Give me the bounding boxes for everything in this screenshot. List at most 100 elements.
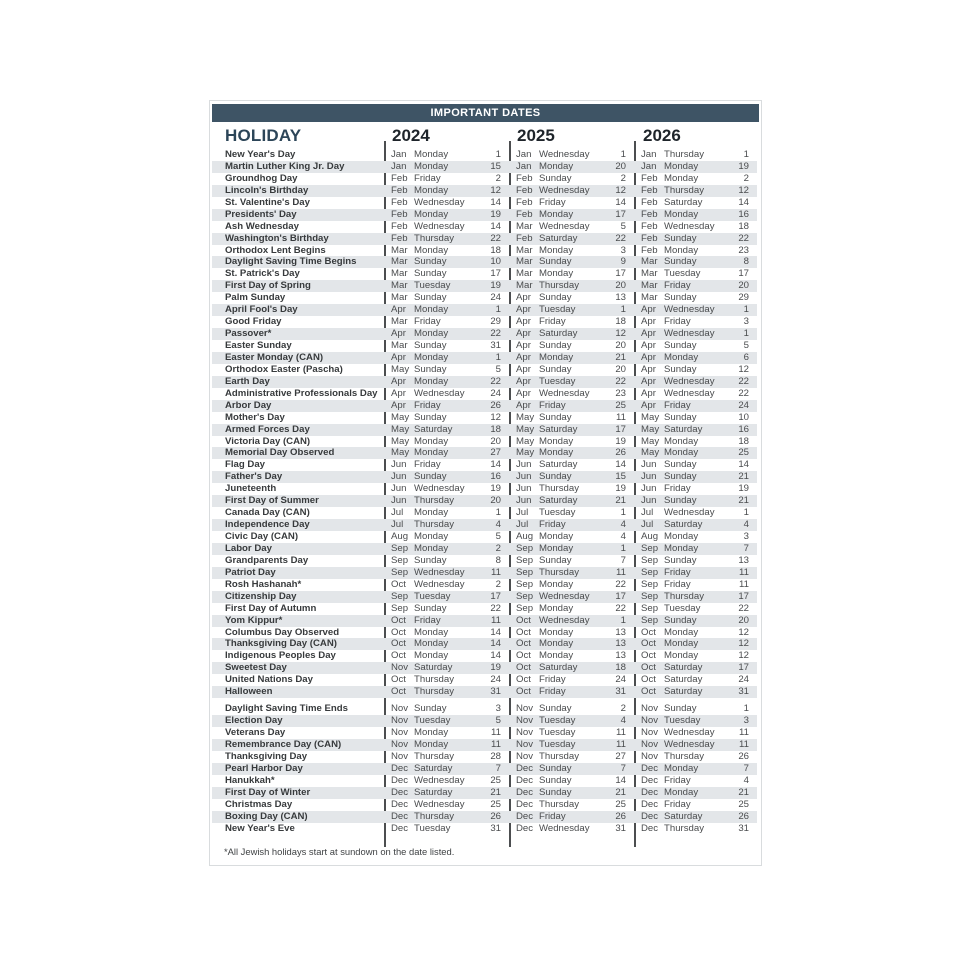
weekday-cell: Monday [414, 507, 449, 519]
month-cell: Apr [641, 328, 656, 340]
table-row: Good Friday Mar Friday 29 Apr Friday 18 Apr Frid… [212, 316, 757, 328]
weekday-cell: Monday [664, 650, 699, 662]
day-cell: 12 [738, 184, 749, 196]
month-cell: Oct [641, 638, 656, 650]
year-cell-2026: Jul Wednesday 1 [634, 507, 757, 519]
year-cell-2024: Oct Monday 14 [384, 650, 509, 662]
day-cell: 19 [615, 483, 626, 495]
day-cell: 21 [738, 786, 749, 798]
day-cell: 29 [490, 316, 501, 328]
day-cell: 2 [495, 578, 501, 590]
month-cell: Sep [641, 542, 659, 554]
day-cell: 20 [615, 363, 626, 375]
weekday-cell: Sunday [414, 363, 447, 375]
column-headers: HOLIDAY 2024 2025 2026 [210, 126, 761, 150]
day-cell: 13 [615, 292, 626, 304]
year-cell-2026: Apr Wednesday 22 [634, 388, 757, 400]
day-cell: 19 [490, 483, 501, 495]
year-cell-2024: Aug Monday 5 [384, 531, 509, 543]
month-cell: Nov [516, 715, 534, 727]
day-cell: 5 [620, 220, 626, 232]
month-cell: Dec [516, 798, 534, 810]
month-cell: Jul [641, 519, 654, 531]
weekday-cell: Sunday [414, 268, 447, 280]
month-cell: Oct [391, 638, 406, 650]
year-cell-2025: Sep Monday 1 [509, 543, 634, 555]
day-cell: 24 [738, 399, 749, 411]
holiday-name: Ash Wednesday [225, 220, 299, 232]
month-cell: Dec [641, 810, 659, 822]
month-cell: Jun [641, 495, 657, 507]
month-cell: Dec [391, 786, 409, 798]
year-cell-2024: Dec Wednesday 25 [384, 775, 509, 787]
holiday-name: Passover* [225, 328, 272, 340]
year-cell-2025: Oct Monday 13 [509, 627, 634, 639]
weekday-cell: Sunday [539, 340, 572, 351]
weekday-cell: Thursday [664, 184, 704, 196]
year-cell-2026: Jun Sunday 21 [634, 471, 757, 483]
year-cell-2024: Mar Friday 29 [384, 316, 509, 328]
weekday-cell: Wednesday [414, 220, 465, 232]
month-cell: Oct [391, 626, 406, 638]
day-cell: 21 [615, 786, 626, 798]
weekday-cell: Saturday [539, 459, 578, 471]
holiday-name: St. Patrick's Day [225, 268, 300, 280]
day-cell: 14 [490, 459, 501, 471]
year-header-2025: 2025 [517, 126, 555, 145]
day-cell: 31 [490, 822, 501, 834]
footnote: *All Jewish holidays start at sundown on… [224, 846, 455, 857]
year-cell-2025: Jul Friday 4 [509, 519, 634, 531]
weekday-cell: Monday [539, 268, 574, 280]
weekday-cell: Thursday [414, 750, 454, 762]
month-cell: Feb [641, 220, 658, 232]
table-row: Sweetest Day Nov Saturday 19 Oct Saturday 18 Oc… [212, 662, 757, 675]
weekday-cell: Saturday [414, 423, 453, 435]
month-cell: Dec [641, 786, 659, 798]
weekday-cell: Sunday [414, 471, 447, 483]
table-row: Groundhog Day Feb Friday 2 Feb Sunday 2 Feb Mond… [212, 173, 757, 185]
month-cell: Nov [641, 750, 659, 762]
weekday-cell: Sunday [539, 774, 572, 786]
table-row: Yom Kippur* Oct Friday 11 Oct Wednesday 1 Sep Su… [212, 614, 757, 627]
weekday-cell: Saturday [664, 519, 703, 531]
year-cell-2025: Mar Sunday 9 [509, 256, 634, 268]
weekday-cell: Sunday [539, 786, 572, 798]
weekday-cell: Wednesday [414, 387, 465, 399]
year-cell-2024: Feb Monday 12 [384, 185, 509, 197]
year-cell-2026: Apr Sunday 12 [634, 364, 757, 376]
weekday-cell: Monday [414, 542, 449, 554]
day-cell: 8 [495, 554, 501, 566]
weekday-cell: Monday [414, 626, 449, 638]
weekday-cell: Thursday [664, 822, 704, 834]
holiday-name: Orthodox Easter (Pascha) [225, 363, 343, 375]
day-cell: 4 [743, 519, 749, 531]
year-cell-2026: May Monday 25 [634, 447, 757, 459]
month-cell: Feb [391, 172, 408, 184]
weekday-cell: Thursday [539, 750, 579, 762]
weekday-cell: Monday [664, 626, 699, 638]
weekday-cell: Tuesday [664, 268, 701, 280]
month-cell: Apr [516, 316, 531, 328]
day-cell: 26 [615, 447, 626, 459]
year-cell-2026: Apr Monday 6 [634, 352, 757, 364]
year-cell-2026: Sep Sunday 20 [634, 615, 757, 627]
holiday-name: Election Day [225, 715, 283, 727]
holiday-name: Earth Day [225, 375, 270, 387]
year-header-2026: 2026 [643, 126, 681, 145]
day-cell: 14 [490, 626, 501, 638]
day-cell: 20 [738, 280, 749, 292]
weekday-cell: Wednesday [414, 578, 465, 590]
month-cell: Oct [516, 614, 531, 626]
day-cell: 25 [738, 798, 749, 810]
month-cell: Oct [516, 662, 531, 674]
table-row: Passover* Apr Monday 22 Apr Saturday 12 Apr Wedn… [212, 328, 757, 340]
year-cell-2024: Jun Sunday 16 [384, 471, 509, 483]
holiday-name: Boxing Day (CAN) [225, 810, 308, 822]
month-cell: Mar [391, 268, 408, 280]
year-cell-2025: Oct Friday 24 [509, 674, 634, 686]
holiday-name: Memorial Day Observed [225, 447, 335, 459]
table-row: St. Patrick's Day Mar Sunday 17 Mar Monday 17 M… [212, 268, 757, 280]
weekday-cell: Sunday [539, 292, 572, 304]
month-cell: Feb [516, 208, 533, 220]
month-cell: Dec [391, 774, 409, 786]
